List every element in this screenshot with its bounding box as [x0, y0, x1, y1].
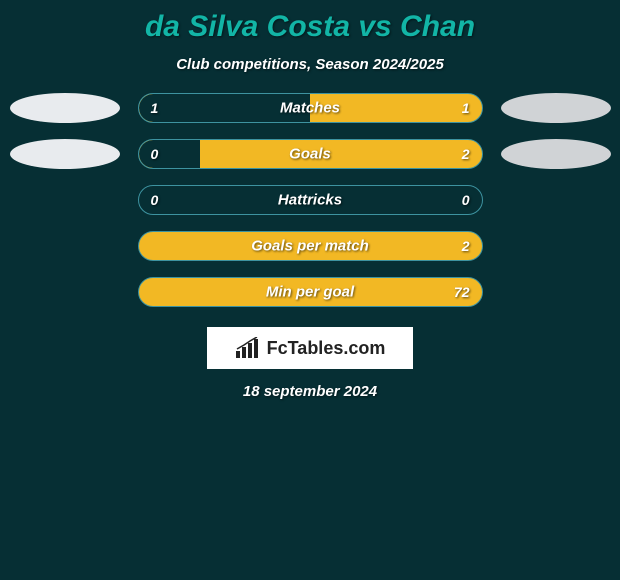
player1-marker-slot [10, 231, 120, 261]
stat-row: Min per goal 72 [10, 277, 611, 307]
player2-marker-slot [501, 93, 611, 123]
logo-text: FcTables.com [267, 338, 386, 359]
stat-value-right: 2 [462, 146, 470, 162]
stat-bar: Matches 1 1 [138, 93, 483, 123]
stat-value-right: 72 [454, 284, 470, 300]
stat-bar: Min per goal 72 [138, 277, 483, 307]
stat-value-right: 0 [462, 192, 470, 208]
stats-list: Matches 1 1 Goals 0 2 Hattricks 0 0 Goals per mat… [10, 93, 611, 323]
player1-marker-slot [10, 185, 120, 215]
stat-label: Matches [280, 100, 340, 117]
player2-marker [501, 139, 611, 169]
stat-value-left: 0 [151, 192, 159, 208]
page-subtitle: Club competitions, Season 2024/2025 [176, 56, 444, 73]
player2-marker-slot [501, 277, 611, 307]
page-title: da Silva Costa vs Chan [145, 10, 475, 44]
stat-value-left: 1 [151, 100, 159, 116]
stat-value-right: 2 [462, 238, 470, 254]
stat-value-right: 1 [462, 100, 470, 116]
stat-row: Hattricks 0 0 [10, 185, 611, 215]
stat-bar: Hattricks 0 0 [138, 185, 483, 215]
stat-row: Goals per match 2 [10, 231, 611, 261]
player1-marker [10, 93, 120, 123]
player1-marker-slot [10, 139, 120, 169]
stat-label: Hattricks [278, 192, 342, 209]
stat-label: Goals [289, 146, 331, 163]
stat-row: Matches 1 1 [10, 93, 611, 123]
stat-value-left: 0 [151, 146, 159, 162]
stat-bar: Goals per match 2 [138, 231, 483, 261]
stat-bar: Goals 0 2 [138, 139, 483, 169]
stat-label: Goals per match [251, 238, 369, 255]
player1-marker-slot [10, 93, 120, 123]
bar-fill-left [139, 140, 201, 168]
bar-chart-icon [235, 337, 261, 359]
date-label: 18 september 2024 [243, 383, 377, 400]
stat-row: Goals 0 2 [10, 139, 611, 169]
player2-marker-slot [501, 231, 611, 261]
source-logo: FcTables.com [207, 327, 414, 369]
player2-marker-slot [501, 185, 611, 215]
player2-marker [501, 93, 611, 123]
player1-marker-slot [10, 277, 120, 307]
stat-label: Min per goal [266, 284, 354, 301]
comparison-card: da Silva Costa vs Chan Club competitions… [0, 0, 620, 580]
player1-marker [10, 139, 120, 169]
player2-marker-slot [501, 139, 611, 169]
